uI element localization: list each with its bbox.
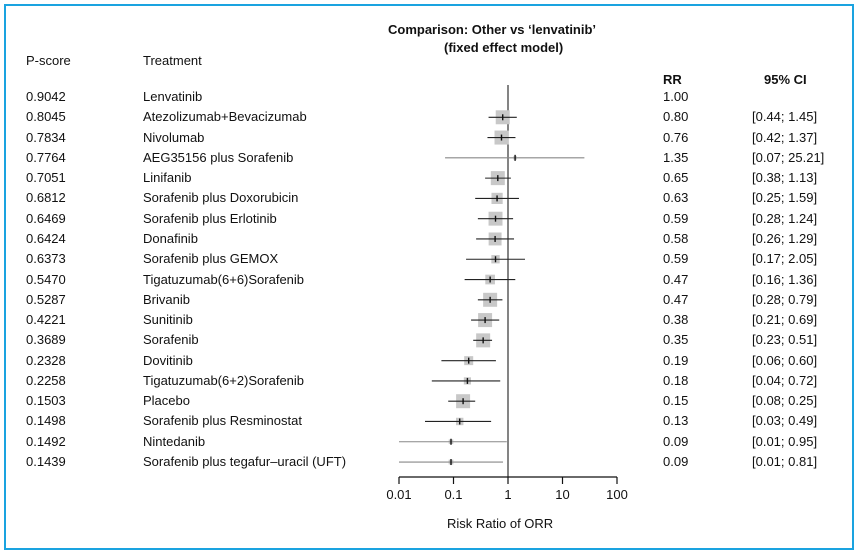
- row-pscore: 0.6469: [26, 210, 66, 226]
- row-pscore: 0.6812: [26, 190, 66, 206]
- row-ci: [0.26; 1.29]: [752, 230, 818, 246]
- ci-header: 95% CI: [764, 72, 807, 87]
- row-rr: 0.35: [663, 332, 689, 348]
- row-treatment: Sorafenib: [143, 332, 199, 348]
- row-pscore: 0.3689: [26, 332, 66, 348]
- row-pscore: 0.7051: [26, 170, 66, 186]
- x-axis-label: Risk Ratio of ORR: [447, 516, 554, 531]
- row-ci: [0.04; 0.72]: [752, 372, 818, 388]
- row-ci: [0.38; 1.13]: [752, 170, 818, 186]
- row-pscore: 0.7834: [26, 129, 66, 145]
- row-treatment: Sorafenib plus Resminostat: [143, 413, 302, 429]
- treatment-header: Treatment: [143, 53, 202, 68]
- row-ci: [0.01; 0.81]: [752, 454, 818, 470]
- row-ci: [0.42; 1.37]: [752, 129, 818, 145]
- x-tick-label: 1: [504, 487, 511, 502]
- row-treatment: Sorafenib plus Doxorubicin: [143, 190, 299, 206]
- rr-header: RR: [663, 72, 682, 87]
- chart-subtitle: (fixed effect model): [444, 40, 564, 55]
- row-pscore: 0.5287: [26, 291, 66, 307]
- row-rr: 0.18: [663, 372, 689, 388]
- x-tick-label: 0.01: [386, 487, 411, 502]
- row-treatment: Sunitinib: [143, 312, 193, 328]
- row-rr: 0.63: [663, 190, 689, 206]
- row-ci: [0.44; 1.45]: [752, 109, 818, 125]
- row-treatment: Sorafenib plus Erlotinib: [143, 210, 277, 226]
- x-tick-label: 0.1: [444, 487, 462, 502]
- row-treatment: Tigatuzumab(6+6)Sorafenib: [143, 271, 305, 287]
- row-ci: [0.06; 0.60]: [752, 352, 818, 368]
- row-treatment: Placebo: [143, 393, 190, 409]
- row-ci: [0.08; 0.25]: [752, 393, 818, 409]
- row-pscore: 0.6424: [26, 230, 66, 246]
- row-pscore: 0.2258: [26, 372, 66, 388]
- row-ci: [0.17; 2.05]: [752, 251, 818, 267]
- row-pscore: 0.1503: [26, 393, 66, 409]
- row-rr: 0.47: [663, 291, 689, 307]
- row-pscore: 0.2328: [26, 352, 66, 368]
- row-rr: 0.15: [663, 393, 689, 409]
- row-pscore: 0.5470: [26, 271, 66, 287]
- row-rr: 1.35: [663, 149, 689, 165]
- row-pscore: 0.9042: [26, 89, 66, 104]
- row-rr: 0.13: [663, 413, 689, 429]
- chart-title: Comparison: Other vs ‘lenvatinib’: [388, 22, 597, 37]
- row-pscore: 0.1439: [26, 454, 66, 470]
- row-treatment: Sorafenib plus GEMOX: [143, 251, 279, 267]
- row-rr: 0.58: [663, 230, 689, 246]
- row-rr: 1.00: [663, 89, 689, 104]
- row-pscore: 0.7764: [26, 149, 66, 165]
- x-tick-label: 100: [606, 487, 628, 502]
- row-treatment: Brivanib: [143, 291, 190, 307]
- pscore-header: P-score: [26, 53, 71, 68]
- row-pscore: 0.1498: [26, 413, 66, 429]
- row-treatment: Donafinib: [143, 230, 198, 246]
- row-rr: 0.19: [663, 352, 689, 368]
- row-ci: [0.28; 1.24]: [752, 210, 818, 226]
- row-rr: 0.09: [663, 454, 689, 470]
- row-treatment: Nivolumab: [143, 129, 205, 145]
- row-rr: 0.38: [663, 312, 689, 328]
- row-treatment: Tigatuzumab(6+2)Sorafenib: [143, 372, 305, 388]
- row-pscore: 0.8045: [26, 109, 66, 125]
- row-ci: [0.16; 1.36]: [752, 271, 818, 287]
- row-treatment: AEG35156 plus Sorafenib: [143, 149, 294, 165]
- row-rr: 0.65: [663, 170, 689, 186]
- row-ci: [0.25; 1.59]: [752, 190, 818, 206]
- row-ci: [0.03; 0.49]: [752, 413, 818, 429]
- row-ci: [0.07; 25.21]: [752, 149, 825, 165]
- row-rr: 0.09: [663, 433, 689, 449]
- row-treatment: Dovitinib: [143, 352, 193, 368]
- row-pscore: 0.4221: [26, 312, 66, 328]
- row-treatment: Lenvatinib: [143, 89, 203, 104]
- chart-frame: [4, 4, 854, 550]
- row-pscore: 0.1492: [26, 433, 66, 449]
- x-tick-label: 10: [555, 487, 569, 502]
- row-rr: 0.59: [663, 251, 689, 267]
- row-rr: 0.47: [663, 271, 689, 287]
- row-rr: 0.76: [663, 129, 689, 145]
- row-ci: [0.23; 0.51]: [752, 332, 818, 348]
- row-treatment: Nintedanib: [143, 433, 206, 449]
- row-ci: [0.28; 0.79]: [752, 291, 818, 307]
- row-pscore: 0.6373: [26, 251, 66, 267]
- row-treatment: Sorafenib plus tegafur–uracil (UFT): [143, 454, 347, 470]
- row-treatment: Linifanib: [143, 170, 192, 186]
- row-rr: 0.80: [663, 109, 689, 125]
- row-ci: [0.21; 0.69]: [752, 312, 818, 328]
- row-treatment: Atezolizumab+Bevacizumab: [143, 109, 307, 125]
- row-ci: [0.01; 0.95]: [752, 433, 818, 449]
- row-rr: 0.59: [663, 210, 689, 226]
